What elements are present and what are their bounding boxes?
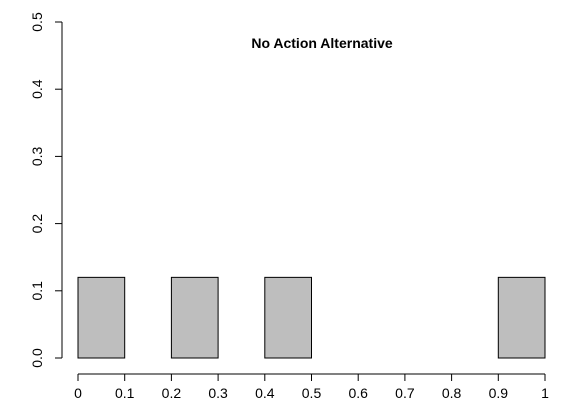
y-axis: 0.0 0.1 0.2 0.3 0.4 0.5 <box>29 12 63 368</box>
x-tick-label: 0.2 <box>162 385 182 401</box>
y-tick-label: 0.0 <box>29 348 45 368</box>
x-axis: 0 0.1 0.2 0.3 0.4 0.5 0.6 0.7 0.8 0.9 1 <box>74 373 549 401</box>
x-tick-label: 0.4 <box>255 385 275 401</box>
x-tick-label: 1 <box>541 385 549 401</box>
bar-1 <box>170 276 219 359</box>
x-tick-label: 0.8 <box>442 385 462 401</box>
chart-title: No Action Alternative <box>251 35 393 51</box>
y-tick-label: 0.4 <box>29 79 45 99</box>
bar-0 <box>77 276 126 359</box>
x-tick-label: 0.6 <box>348 385 368 401</box>
x-tick-label: 0 <box>74 385 82 401</box>
x-tick-label: 0.9 <box>489 385 509 401</box>
x-tick-label: 0.5 <box>302 385 322 401</box>
bars-group <box>77 276 546 359</box>
bar-2 <box>264 276 312 359</box>
bar-3 <box>497 276 546 359</box>
y-tick-label: 0.1 <box>29 281 45 301</box>
y-tick-label: 0.3 <box>29 146 45 166</box>
x-tick-label: 0.7 <box>395 385 415 401</box>
y-tick-label: 0.2 <box>29 214 45 234</box>
x-tick-label: 0.3 <box>208 385 228 401</box>
x-tick-label: 0.1 <box>115 385 135 401</box>
y-tick-label: 0.5 <box>29 12 45 32</box>
